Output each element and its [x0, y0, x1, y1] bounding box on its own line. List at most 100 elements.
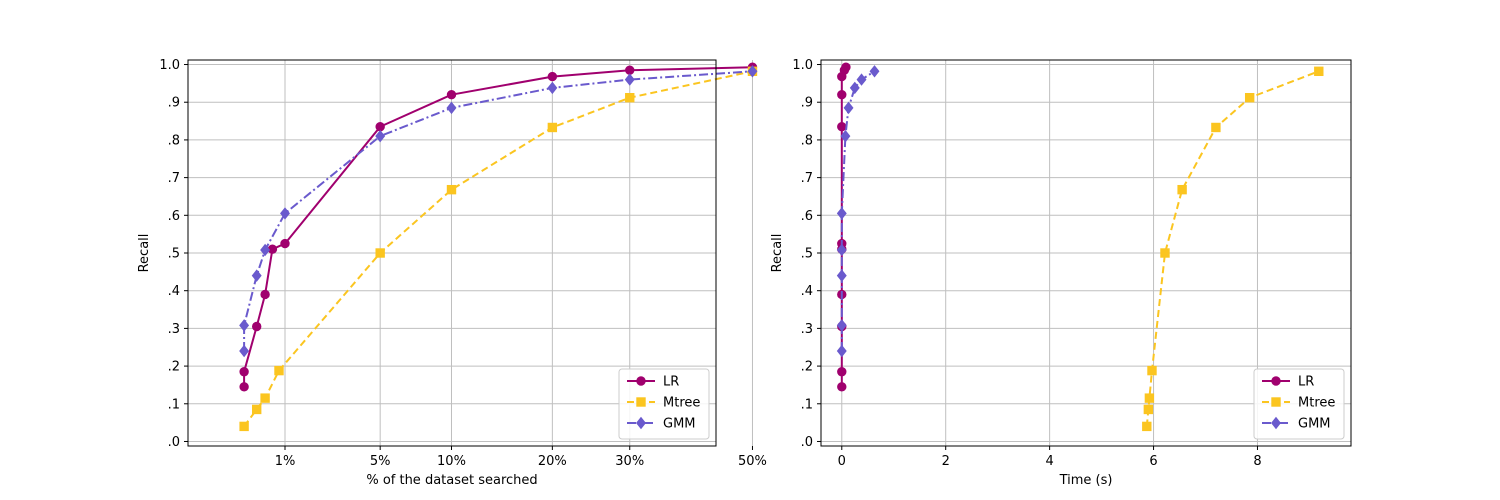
y-tick-label-9: .9	[801, 96, 813, 111]
series-lr	[239, 62, 758, 392]
y-tick-label-10: 1.0	[159, 58, 180, 73]
data-point-lr	[280, 238, 290, 249]
data-point-gmm	[836, 207, 847, 220]
data-point-gmm	[843, 101, 854, 115]
data-point-gmm	[836, 243, 847, 257]
x-tick-label-0: 1%	[275, 454, 296, 469]
legend-marker-mtree	[1271, 397, 1281, 407]
data-point-mtree	[446, 184, 457, 195]
data-point-lr	[837, 382, 847, 392]
y-tick-label-1: .1	[801, 397, 813, 412]
data-point-lr	[446, 89, 457, 100]
data-point-lr	[841, 62, 851, 72]
data-point-gmm	[251, 269, 262, 282]
legend-label-mtree: Mtree	[1298, 396, 1335, 411]
y-tick-label-9: .9	[168, 96, 180, 111]
legend-marker-gmm	[1271, 416, 1281, 430]
data-point-gmm	[836, 319, 847, 332]
y-tick-label-3: .3	[801, 322, 813, 337]
data-point-gmm	[239, 344, 250, 358]
x-tick-label-4: 30%	[615, 454, 644, 469]
plot-frame	[820, 59, 1352, 447]
x-tick-label-2: 10%	[437, 454, 466, 469]
data-point-gmm	[280, 207, 290, 220]
x-tick-label-2: 4	[1045, 454, 1053, 469]
x-tick-label-3: 6	[1149, 454, 1157, 469]
data-point-mtree	[1177, 184, 1187, 195]
data-point-gmm	[836, 344, 847, 358]
legend-label-gmm: GMM	[663, 417, 696, 432]
series-line-gmm	[840, 70, 876, 351]
y-tick-label-10: 1.0	[792, 58, 813, 73]
x-axis-title: % of the dataset searched	[366, 473, 537, 488]
y-tick-label-6: .6	[168, 209, 180, 224]
data-point-mtree	[1211, 122, 1221, 133]
legend-label-gmm: GMM	[1298, 417, 1331, 432]
legend-marker-lr	[1271, 376, 1281, 386]
data-point-gmm	[547, 81, 558, 95]
data-point-lr	[239, 367, 249, 377]
y-tick-label-8: .8	[168, 133, 180, 148]
legend-label-lr: LR	[663, 375, 679, 390]
legend: LR Mtree GMM	[618, 368, 710, 440]
data-point-mtree	[274, 365, 284, 376]
legend-label-lr: LR	[1298, 375, 1314, 390]
data-point-mtree	[547, 122, 558, 133]
legend-label-mtree: Mtree	[663, 396, 700, 411]
x-tick-label-5: 50%	[738, 454, 767, 469]
data-point-gmm	[446, 101, 457, 115]
data-point-lr	[625, 65, 635, 75]
series-line-gmm	[243, 70, 753, 351]
x-tick-label-1: 5%	[370, 454, 391, 469]
data-point-gmm	[856, 73, 867, 86]
series-mtree	[1142, 66, 1324, 432]
y-tick-label-0: .0	[801, 435, 813, 450]
data-point-gmm	[836, 269, 847, 282]
legend-marker-gmm	[636, 416, 646, 430]
x-tick-label-1: 2	[942, 454, 950, 469]
data-point-gmm	[849, 81, 860, 95]
y-axis-title: Recall	[137, 234, 152, 273]
series-gmm	[836, 65, 880, 358]
data-point-lr	[837, 122, 847, 132]
data-point-mtree	[1144, 393, 1155, 403]
data-point-mtree	[1142, 421, 1152, 432]
y-tick-label-3: .3	[168, 322, 180, 337]
legend-marker-lr	[636, 376, 646, 386]
chart-panel-2: .0 .1 .2 .3 .4 .5 .6 .7 .8 .9 1.0 0 2 4 6 8 Time (s) Reca…	[770, 58, 1352, 488]
data-point-mtree	[260, 393, 270, 403]
legend-marker-mtree	[636, 397, 646, 407]
data-point-lr	[239, 382, 249, 392]
data-point-mtree	[251, 404, 262, 415]
y-tick-label-1: .1	[168, 397, 180, 412]
data-point-gmm	[375, 129, 386, 143]
data-point-lr	[267, 244, 278, 254]
data-point-lr	[260, 289, 270, 300]
y-tick-label-5: .5	[801, 247, 813, 262]
series-gmm	[239, 65, 758, 358]
x-tick-label-3: 20%	[538, 454, 567, 469]
x-axis-title: Time (s)	[1059, 473, 1113, 488]
data-point-gmm	[840, 129, 851, 143]
y-tick-label-2: .2	[168, 360, 180, 375]
y-axis-title: Recall	[770, 234, 785, 273]
y-tick-label-7: .7	[168, 171, 180, 186]
y-tick-label-2: .2	[801, 360, 813, 375]
y-tick-label-5: .5	[168, 247, 180, 262]
data-point-mtree	[239, 421, 249, 432]
data-point-mtree	[1314, 66, 1324, 77]
data-point-gmm	[869, 65, 880, 78]
series-line-lr	[243, 66, 753, 387]
x-tick-label-4: 8	[1253, 454, 1261, 469]
data-point-mtree	[625, 92, 635, 103]
legend: LR Mtree GMM	[1253, 368, 1345, 440]
x-tick-label-0: 0	[838, 454, 846, 469]
data-point-mtree	[375, 248, 385, 258]
data-point-lr	[547, 71, 558, 82]
y-tick-label-8: .8	[801, 133, 813, 148]
data-point-gmm	[239, 319, 250, 332]
y-tick-label-6: .6	[801, 209, 813, 224]
data-point-mtree	[1160, 248, 1170, 258]
data-point-mtree	[1147, 365, 1157, 376]
